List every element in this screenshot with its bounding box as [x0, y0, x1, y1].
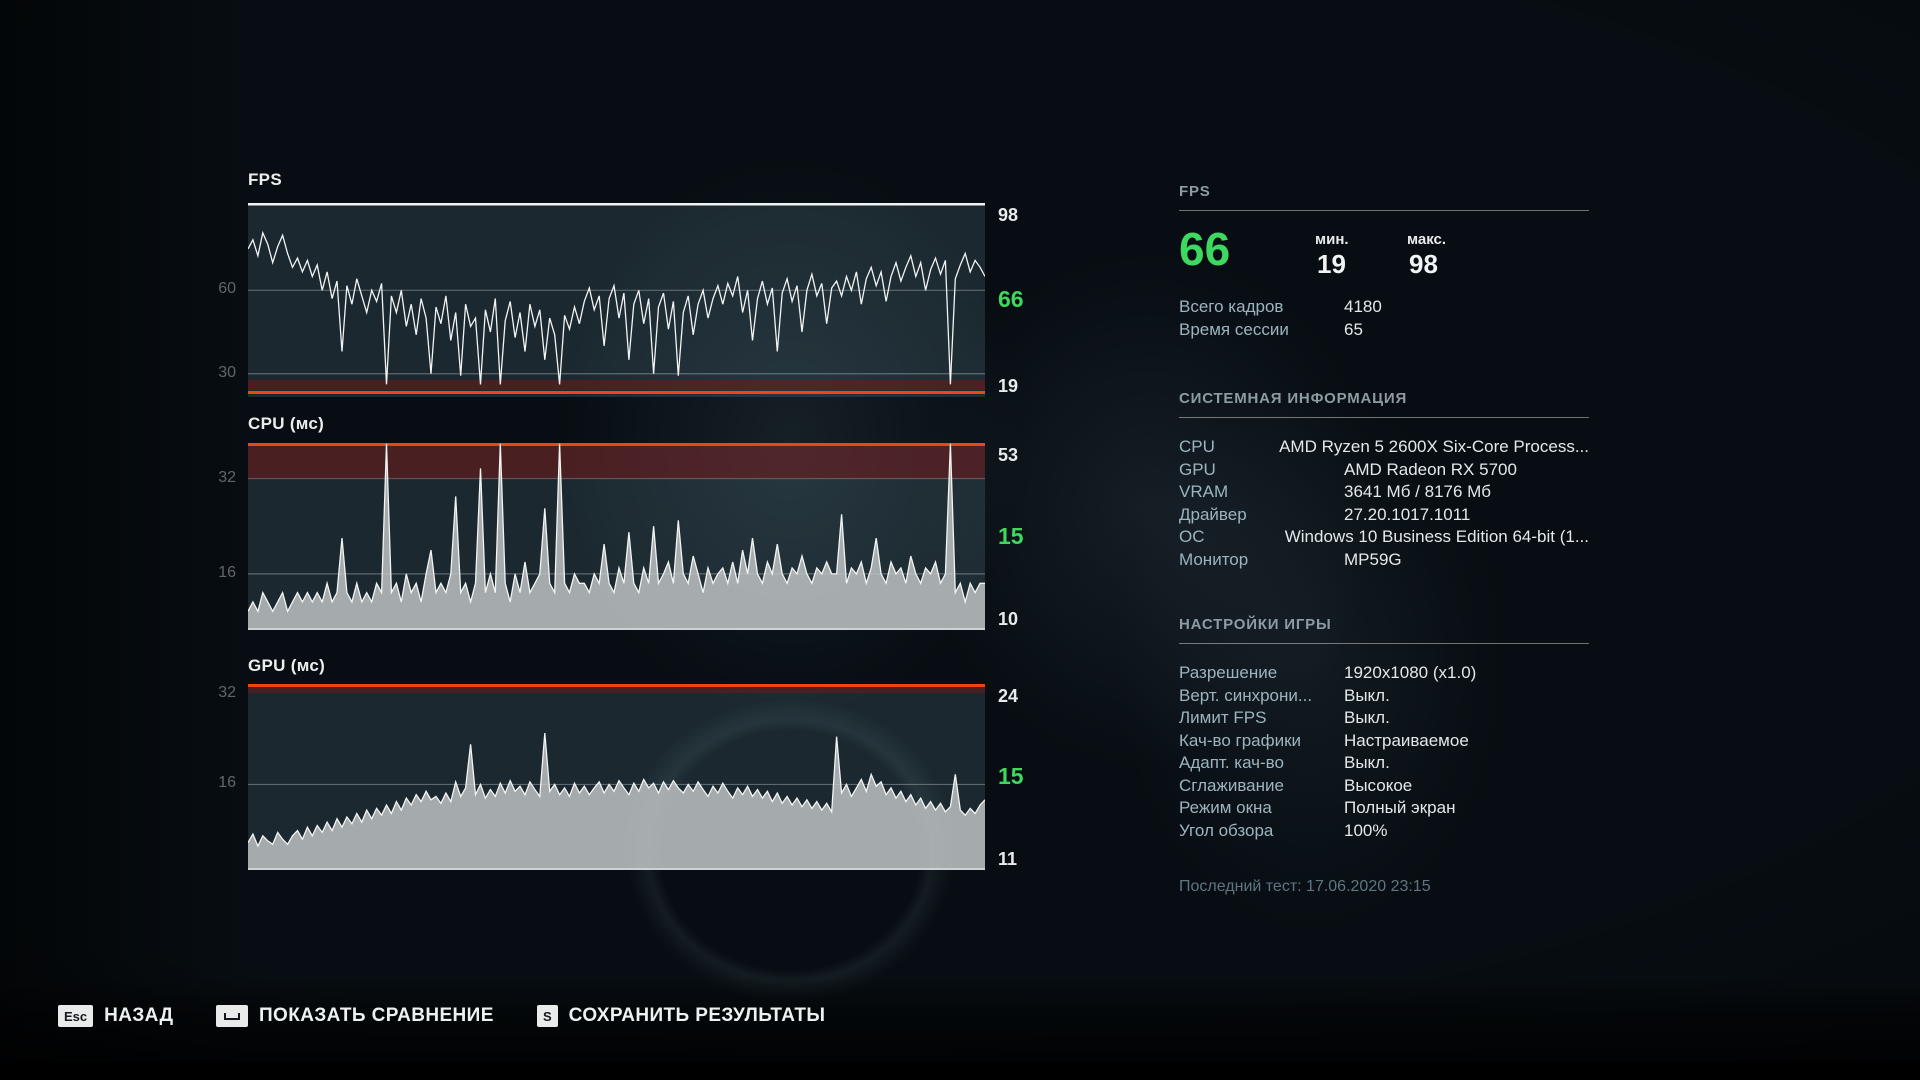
fps-min-label: мин.: [1315, 231, 1349, 248]
info-row-value: 65: [1344, 319, 1363, 339]
info-row-value: MP59G: [1344, 549, 1402, 569]
show-comparison-button[interactable]: ПОКАЗАТЬ СРАВНЕНИЕ: [216, 1003, 494, 1029]
esc-key-icon: Esc: [58, 1005, 94, 1027]
info-row-label: ОС: [1179, 527, 1205, 546]
info-row-value: Выкл.: [1344, 685, 1390, 705]
y-axis-tick: 60: [218, 280, 236, 298]
info-row-label: Драйвер: [1179, 504, 1247, 524]
info-row: Монитор MP59G: [1179, 549, 1589, 572]
chart-min-label: 11: [998, 849, 1018, 869]
info-row-value: AMD Radeon RX 5700: [1344, 459, 1517, 479]
fps-stat-rows: Всего кадров 4180 Время сессии 65: [1179, 296, 1589, 341]
fps-max-value: 98: [1409, 249, 1438, 279]
info-row: Адапт. кач-во Выкл.: [1179, 752, 1589, 775]
y-axis-tick: 16: [218, 563, 236, 581]
game-settings-header: НАСТРОЙКИ ИГРЫ: [1179, 616, 1589, 644]
info-row-value: Windows 10 Business Edition 64-bit (1...: [1284, 527, 1589, 546]
info-row: Угол обзора 100%: [1179, 820, 1589, 843]
info-row-label: Время сессии: [1179, 319, 1289, 339]
fps-current-value: 66: [1179, 223, 1231, 275]
letterbox-bottom: [0, 1062, 1920, 1080]
info-row-label: Режим окна: [1179, 798, 1272, 817]
info-row: CPU AMD Ryzen 5 2600X Six-Core Process...: [1179, 436, 1589, 459]
y-axis-tick: 30: [218, 363, 236, 381]
y-axis-tick: 16: [218, 774, 236, 792]
fps-min-value: 19: [1317, 249, 1346, 279]
fps-section-header: FPS: [1179, 183, 1589, 211]
chart-current-label: 66: [998, 286, 1024, 312]
info-row: Драйвер 27.20.1017.1011: [1179, 504, 1589, 527]
cpu-frametime-chart: [248, 443, 985, 630]
info-row-value: 1920x1080 (x1.0): [1344, 663, 1477, 682]
info-row: Время сессии 65: [1179, 319, 1589, 342]
info-row-label: CPU: [1179, 437, 1215, 456]
info-row-label: Монитор: [1179, 549, 1249, 569]
info-row-value: 4180: [1344, 297, 1382, 316]
chart-title: GPU (мс): [248, 656, 326, 675]
chart-current-label: 15: [998, 522, 1024, 549]
info-row-label: GPU: [1179, 459, 1216, 479]
info-row-value: Выкл.: [1344, 753, 1390, 772]
chart-title: FPS: [248, 170, 282, 189]
info-row: Режим окна Полный экран: [1179, 797, 1589, 820]
y-axis-tick: 32: [218, 684, 236, 701]
back-label: НАЗАД: [104, 1005, 174, 1026]
info-row: Кач-во графики Настраиваемое: [1179, 730, 1589, 753]
back-button[interactable]: Esc НАЗАД: [58, 1003, 173, 1029]
info-row-label: Лимит FPS: [1179, 708, 1267, 727]
system-info-rows: CPU AMD Ryzen 5 2600X Six-Core Process...…: [1179, 436, 1589, 571]
spacebar-glyph: [224, 1012, 240, 1020]
info-row-value: 27.20.1017.1011: [1344, 504, 1471, 524]
info-row-label: VRAM: [1179, 482, 1229, 501]
last-test-timestamp: Последний тест: 17.06.2020 23:15: [1179, 878, 1431, 895]
save-results-label: СОХРАНИТЬ РЕЗУЛЬТАТЫ: [568, 1005, 826, 1026]
info-row-label: Разрешение: [1179, 663, 1278, 682]
info-row-value: Высокое: [1344, 775, 1413, 795]
chart-min-label: 10: [998, 609, 1019, 629]
info-row-value: Выкл.: [1344, 708, 1390, 727]
info-row-label: Сглаживание: [1179, 775, 1284, 795]
footer-shade: [0, 978, 1920, 1062]
info-row-label: Верт. синхрони...: [1179, 685, 1313, 705]
fps-chart: [248, 203, 985, 397]
chart-max-label: 24: [998, 686, 1019, 706]
s-key-icon: S: [537, 1005, 558, 1027]
info-row: VRAM 3641 Мб / 8176 Мб: [1179, 481, 1589, 504]
info-row: GPU AMD Radeon RX 5700: [1179, 459, 1589, 482]
chart-max-label: 53: [998, 445, 1019, 465]
info-row-label: Всего кадров: [1179, 297, 1284, 316]
chart-title: CPU (мс): [248, 414, 325, 433]
info-row-value: Полный экран: [1344, 798, 1456, 817]
y-axis-tick: 32: [218, 468, 236, 486]
info-row: Сглаживание Высокое: [1179, 775, 1589, 798]
info-row-label: Адапт. кач-во: [1179, 753, 1284, 772]
gpu-frametime-chart: [248, 684, 985, 870]
info-row: ОС Windows 10 Business Edition 64-bit (1.…: [1179, 526, 1589, 549]
info-row-value: Настраиваемое: [1344, 730, 1469, 750]
info-row: Верт. синхрони... Выкл.: [1179, 685, 1589, 708]
info-row-value: AMD Ryzen 5 2600X Six-Core Process...: [1279, 437, 1589, 456]
show-comparison-label: ПОКАЗАТЬ СРАВНЕНИЕ: [259, 1005, 494, 1026]
chart-min-label: 19: [998, 376, 1019, 396]
system-info-header: СИСТЕМНАЯ ИНФОРМАЦИЯ: [1179, 390, 1589, 418]
info-row: Разрешение 1920x1080 (x1.0): [1179, 662, 1589, 685]
chart-current-label: 15: [998, 763, 1024, 789]
info-row: Лимит FPS Выкл.: [1179, 707, 1589, 730]
info-row: Всего кадров 4180: [1179, 296, 1589, 319]
chart-max-label: 98: [998, 205, 1019, 225]
save-results-button[interactable]: S СОХРАНИТЬ РЕЗУЛЬТАТЫ: [537, 1003, 825, 1029]
info-row-label: Кач-во графики: [1179, 730, 1302, 750]
spacebar-key-icon: [216, 1005, 248, 1027]
game-settings-rows: Разрешение 1920x1080 (x1.0) Верт. синхрони…: [1179, 662, 1589, 842]
info-row-value: 3641 Мб / 8176 Мб: [1344, 482, 1492, 501]
fps-max-label: макс.: [1407, 231, 1447, 248]
info-row-value: 100%: [1344, 820, 1388, 840]
info-row-label: Угол обзора: [1179, 820, 1274, 840]
